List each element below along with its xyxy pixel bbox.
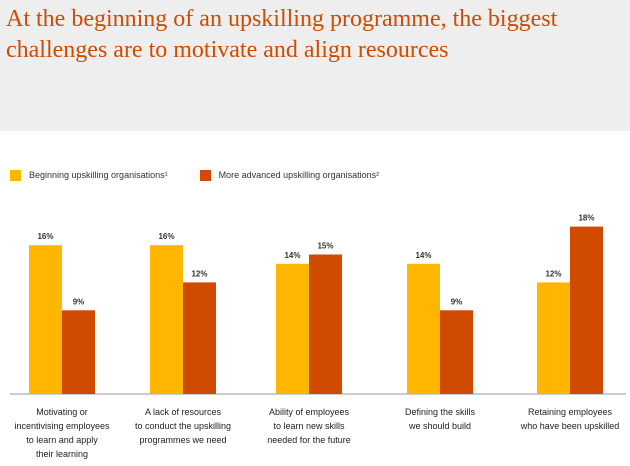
title-banner: At the beginning of an upskilling progra… [0,0,630,131]
bar-beginning-2 [150,245,183,394]
category-label-line: to learn new skills [273,421,345,431]
category-label-line: we should build [408,421,472,431]
category-label-line: Motivating or [36,407,88,417]
category-label-3: Ability of employees to learn new skills n… [249,405,369,447]
legend: Beginning upskilling organisations¹ More… [10,166,411,184]
bar-beginning-1 [29,245,62,394]
legend-swatch-advanced [199,169,211,181]
data-label-advanced-1: 9% [73,297,85,306]
bar-beginning-3 [276,263,309,394]
data-label-beginning-1: 16% [37,232,53,241]
data-label-beginning-3: 14% [284,251,300,260]
data-label-beginning-4: 14% [415,251,431,260]
data-label-beginning-5: 12% [545,269,561,278]
category-label-line: Retaining employees [527,407,613,417]
legend-swatch-beginning [10,169,21,181]
category-label-line: to learn and apply [26,435,98,445]
legend-item-advanced: More advanced upskilling organisations² [199,169,380,181]
bar-beginning-5 [537,282,570,394]
data-label-advanced-5: 18% [578,214,594,223]
category-label-1: Motivating or incentivising employees to l… [2,405,122,461]
category-label-line: programmes we need [139,435,227,445]
category-label-line: who have been upskilled [520,421,620,431]
bar-advanced-5 [570,226,603,394]
bar-beginning-4 [407,263,440,394]
chart-title: At the beginning of an upskilling progra… [6,6,558,63]
category-label-line: to conduct the upskilling [134,421,232,431]
data-label-advanced-3: 15% [317,242,333,251]
legend-item-beginning: Beginning upskilling organisations¹ [10,169,168,181]
category-label-line: their learning [35,449,89,459]
bar-advanced-2 [183,282,216,394]
category-label-line: needed for the future [267,435,351,445]
category-label-4: Defining the skills we should build [380,405,500,433]
legend-label-beginning: Beginning upskilling organisations¹ [29,170,168,180]
bar-advanced-4 [440,310,473,394]
category-label-line: incentivising employees [14,421,110,431]
data-label-advanced-2: 12% [191,269,207,278]
bar-advanced-1 [62,310,95,394]
bar-advanced-3 [309,254,342,394]
data-label-beginning-2: 16% [158,232,174,241]
category-label-line: A lack of resources [144,407,222,417]
category-label-line: Defining the skills [404,407,476,417]
category-label-5: Retaining employees who have been upskill… [510,405,630,433]
legend-label-advanced: More advanced upskilling organisations² [218,170,380,180]
category-label-2: A lack of resources to conduct the upskil… [123,405,243,447]
data-label-advanced-4: 9% [451,297,463,306]
category-label-line: Ability of employees [268,407,350,417]
